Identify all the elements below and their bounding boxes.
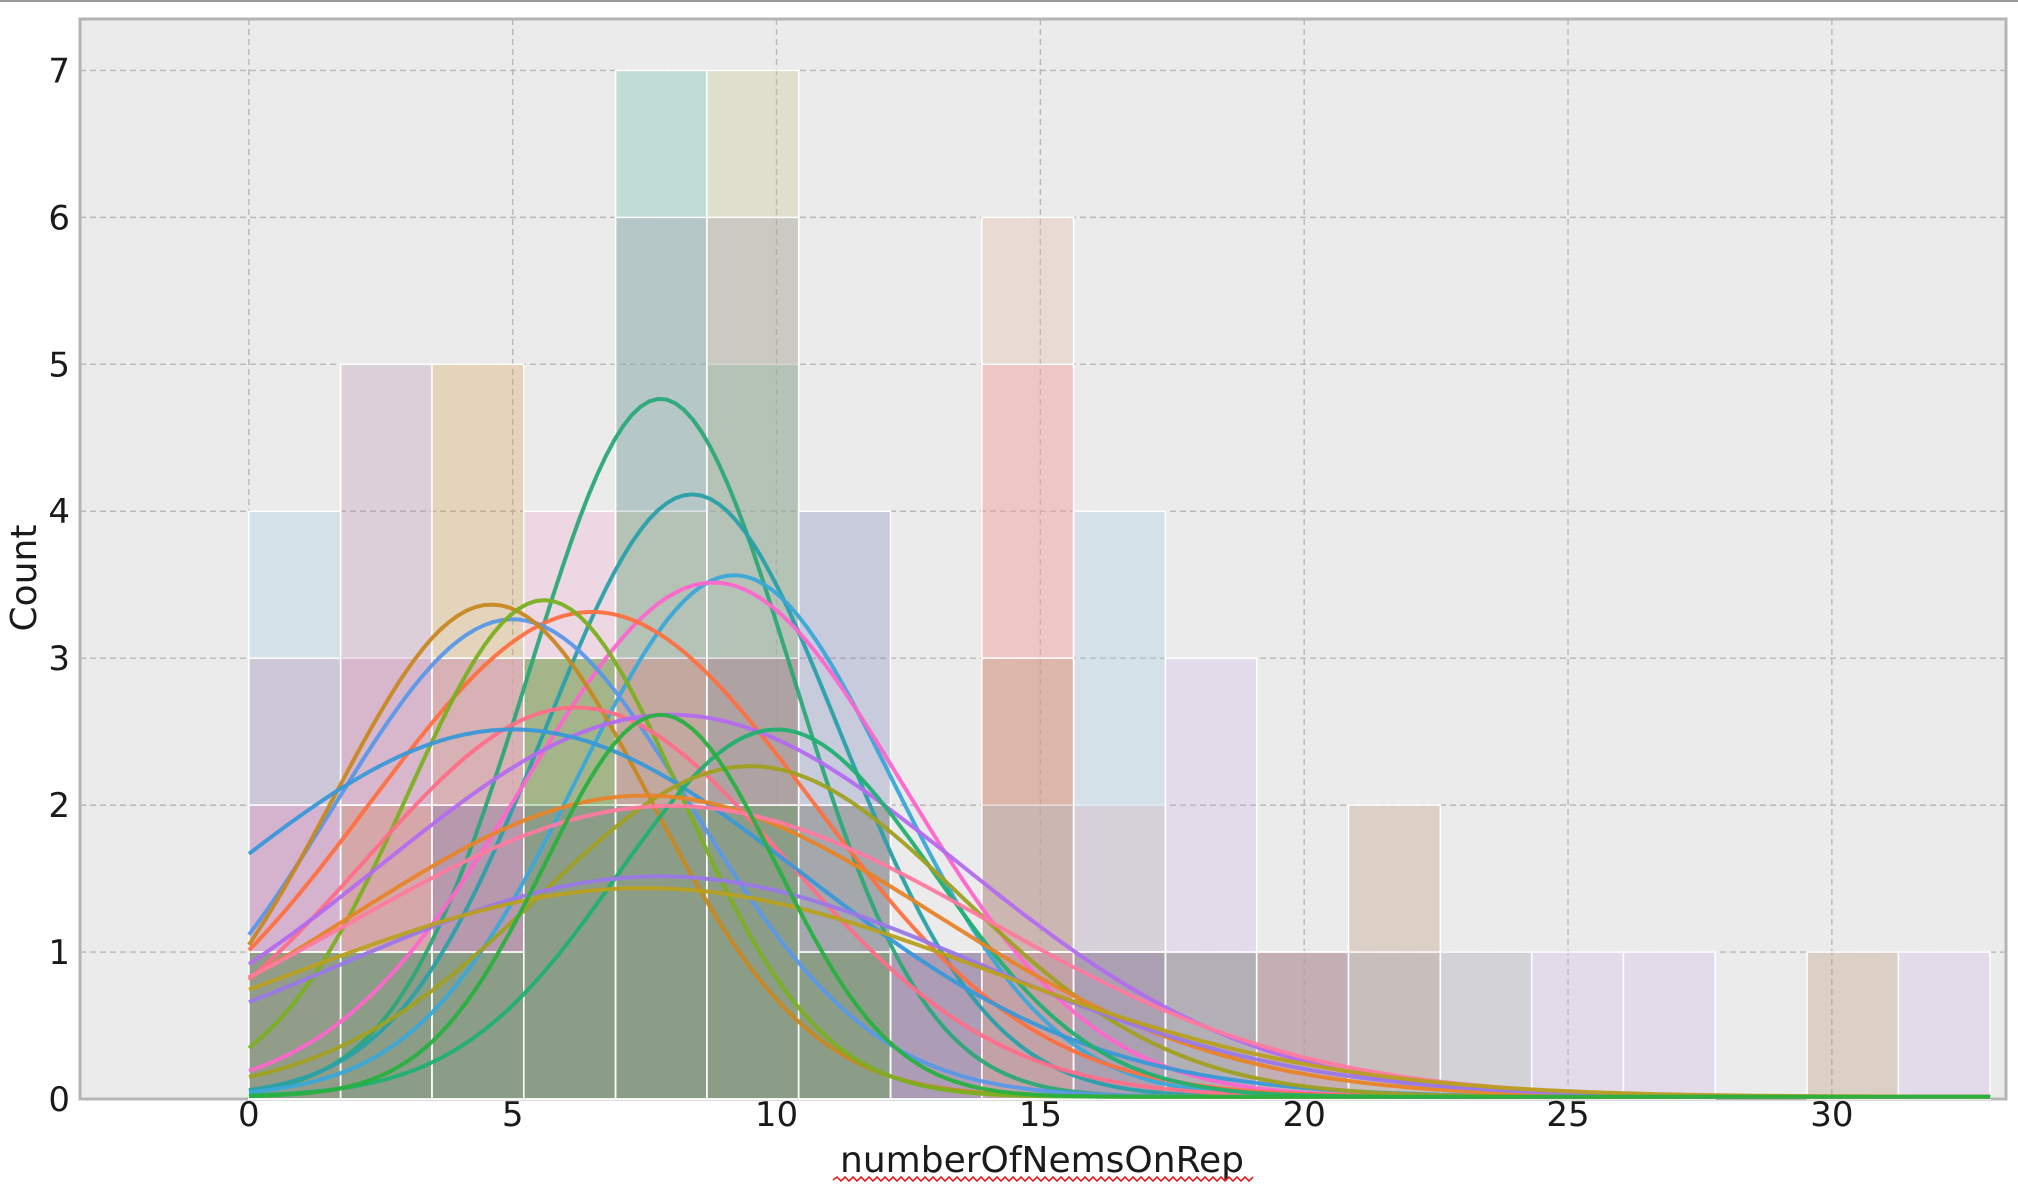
- x-tick-label-1: 5: [502, 1095, 524, 1135]
- y-tick-label-7: 7: [48, 51, 70, 91]
- y-axis-title: Count: [4, 525, 45, 632]
- kde-curve-17: [248, 712, 1991, 1099]
- x-tick-label-0: 0: [238, 1095, 260, 1135]
- x-axis-title: numberOfNemsOnRep: [840, 1140, 1244, 1181]
- bar-s5-b18: [1897, 951, 1991, 1100]
- y-tick-label-4: 4: [48, 492, 70, 532]
- y-tick-label-5: 5: [48, 345, 70, 385]
- x-tick-labels: 0 5 10 15 20 25 30: [238, 1095, 1853, 1135]
- y-tick-label-3: 3: [48, 639, 70, 679]
- bar-s7-b1: [339, 363, 433, 1100]
- x-tick-label-5: 25: [1546, 1095, 1589, 1135]
- x-tick-label-6: 30: [1810, 1095, 1853, 1135]
- bar-s12-b4: [614, 804, 708, 1100]
- y-tick-label-6: 6: [48, 198, 70, 238]
- y-tick-labels: 0 1 2 3 4 5 6 7: [48, 51, 70, 1120]
- plot-area: [78, 17, 2008, 1101]
- y-tick-label-1: 1: [48, 933, 70, 973]
- spellcheck-underline: [832, 1175, 1254, 1183]
- bar-s7-b0: [248, 657, 342, 1100]
- bar-s11-b5: [706, 216, 800, 1100]
- top-border: [0, 0, 2018, 2]
- bar-s5-b14: [1530, 951, 1625, 1100]
- x-tick-label-4: 20: [1283, 1095, 1326, 1135]
- bar-s5-b15: [1622, 951, 1717, 1100]
- y-tick-label-0: 0: [48, 1080, 70, 1120]
- y-tick-label-2: 2: [48, 786, 70, 826]
- x-tick-label-2: 10: [755, 1095, 798, 1135]
- bar-s6-b17: [1806, 951, 1900, 1100]
- bar-s5-b10: [1164, 657, 1258, 1100]
- x-tick-label-3: 15: [1019, 1095, 1062, 1135]
- kde-curves: [247, 396, 1991, 1099]
- bar-s11-b13: [1439, 951, 1533, 1100]
